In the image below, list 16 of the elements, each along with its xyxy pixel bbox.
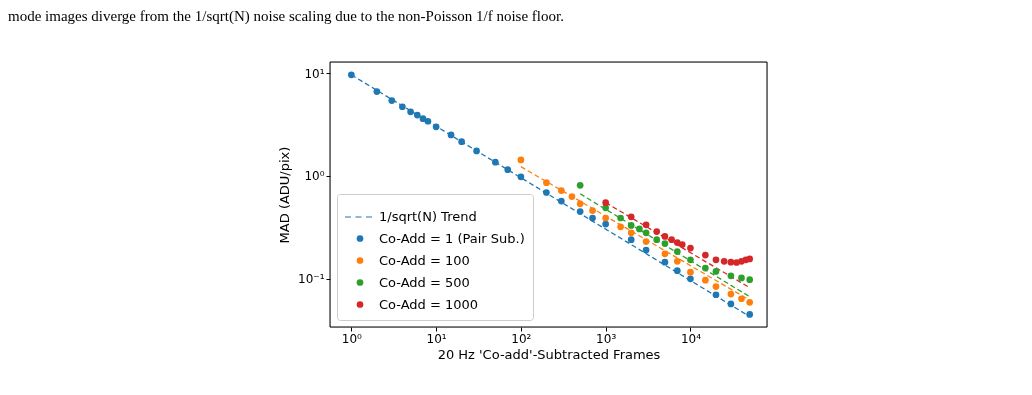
y-tick-label: 10⁻¹ — [298, 272, 325, 287]
x-axis-title: 20 Hz 'Co-add'-Subtracted Frames — [437, 346, 661, 362]
x-tick-label: 10⁰ — [341, 331, 363, 346]
x-tick-label: 10³ — [596, 331, 617, 346]
x-tick-label: 10⁴ — [680, 331, 702, 346]
x-tick-label: 10¹ — [426, 331, 447, 346]
legend-label: Co-Add = 100 — [379, 252, 470, 268]
legend-label: Co-Add = 1 (Pair Sub.) — [379, 230, 525, 246]
y-axis-title: MAD (ADU/pix) — [277, 146, 293, 244]
legend-label: Co-Add = 500 — [379, 274, 470, 290]
text: mode images diverge from the 1/sqrt(N) noise scaling due to the non-Poisson 1/f noise floor. — [8, 8, 564, 25]
y-tick-label: 10⁰ — [304, 169, 325, 184]
x-tick-label: 10² — [511, 331, 532, 346]
legend-label: 1/sqrt(N) Trend — [379, 209, 477, 224]
y-tick-label: 10¹ — [304, 66, 325, 81]
legend-label: Co-Add = 1000 — [379, 296, 479, 312]
